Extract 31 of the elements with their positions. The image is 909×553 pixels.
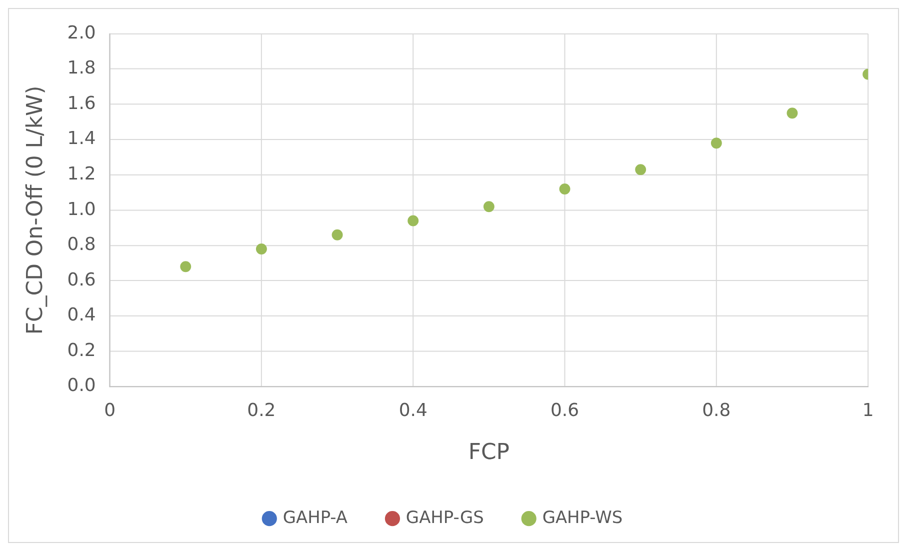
y-tick-label: 1.2 xyxy=(67,164,96,185)
x-tick-label: 0.8 xyxy=(702,400,731,421)
legend-label: GAHP-WS xyxy=(542,507,623,527)
point xyxy=(710,138,722,149)
y-tick-label: 1.8 xyxy=(67,58,96,79)
x-tick-label: 0.6 xyxy=(550,400,580,421)
y-tick-label: 0.8 xyxy=(67,234,96,256)
x-tick-label: 0.2 xyxy=(247,400,276,421)
y-tick-label: 0.6 xyxy=(67,269,96,290)
y-tick-label: 1.6 xyxy=(67,92,96,114)
y-tick-label: 0.0 xyxy=(67,375,96,396)
y-axis-title: FC_CD On-Off (0 L/kW) xyxy=(22,86,48,335)
point xyxy=(635,164,646,176)
legend-label: GAHP-GS xyxy=(406,507,484,527)
x-axis-title: FCP xyxy=(468,440,510,465)
x-tick-label: 0.4 xyxy=(398,400,428,421)
point xyxy=(483,201,494,212)
point xyxy=(786,108,798,119)
point xyxy=(256,243,267,254)
x-tick-label: 1 xyxy=(862,400,874,421)
point xyxy=(332,229,343,240)
y-tick-label: 0.4 xyxy=(67,304,96,326)
y-tick-label: 1.0 xyxy=(67,198,96,220)
legend-label: GAHP-A xyxy=(282,507,348,527)
y-tick-label: 0.2 xyxy=(67,340,96,361)
point xyxy=(559,183,570,194)
x-tick-label: 0 xyxy=(104,400,116,421)
point xyxy=(408,215,419,226)
y-tick-label: 2.0 xyxy=(67,22,96,44)
y-tick-label: 1.4 xyxy=(67,128,96,150)
point xyxy=(180,261,192,272)
